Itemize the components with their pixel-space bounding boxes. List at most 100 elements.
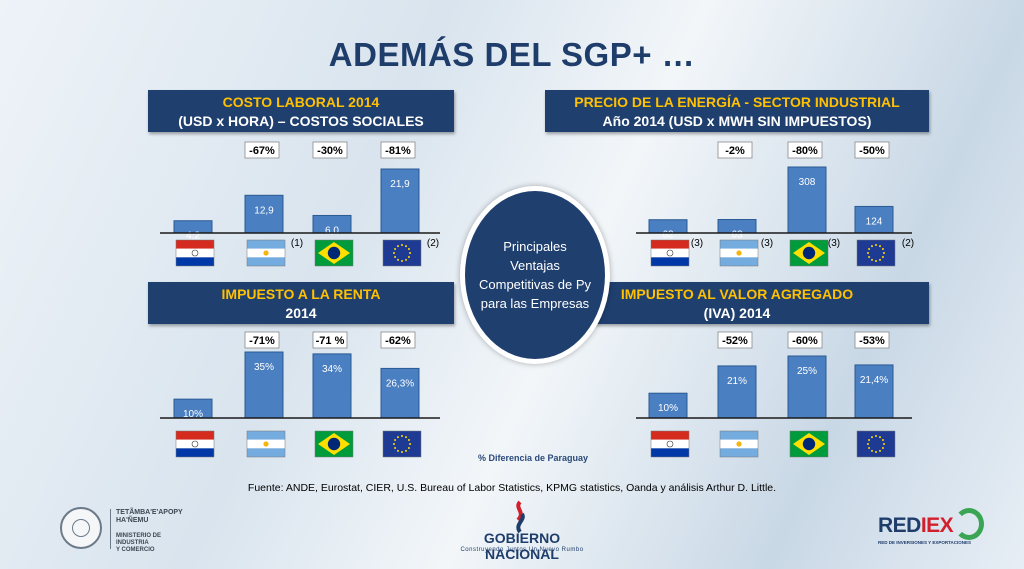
labor-cost-note-eu: (2) [427, 238, 439, 249]
energy-price-value-label-paraguay: 62 [662, 230, 674, 241]
vat-value-label-brazil: 25% [797, 366, 817, 377]
income-tax-brazil-flag-icon [314, 430, 354, 458]
rediex-swirl-icon [954, 508, 984, 540]
energy-price-paraguay-flag-icon [650, 239, 690, 267]
income-tax-paraguay-flag-icon [175, 430, 215, 458]
energy-price-diff-label-argentina: -2% [725, 145, 745, 157]
vat-bar-eu [854, 364, 894, 419]
ministry-logo-text-top: TETÃMBA'E'APOPY HA'ÑEMU [116, 509, 183, 525]
rediex-name-b: IEX [920, 514, 954, 537]
vat-eu-flag-icon [856, 430, 896, 458]
vat-bar-argentina [717, 365, 757, 419]
energy-price-title: PRECIO DE LA ENERGÍA - SECTOR INDUSTRIAL [574, 94, 900, 110]
energy-price-value-label-eu: 124 [866, 216, 883, 227]
energy-price-note-argentina: (3) [761, 238, 773, 249]
energy-price-argentina-flag-icon [719, 239, 759, 267]
competitive-advantages-circle: Principales Ventajas Competitivas de Py … [460, 186, 610, 364]
income-tax-bar-brazil [312, 353, 352, 419]
labor-cost-title: COSTO LABORAL 2014 [222, 94, 380, 110]
vat-diff-box-eu [854, 331, 890, 349]
energy-price-note-eu: (2) [902, 238, 914, 249]
vat-header: IMPUESTO AL VALOR AGREGADO (IVA) 2014 [545, 282, 929, 324]
rediex-name: REDIEX [878, 514, 954, 538]
national-seal-icon [60, 507, 102, 549]
vat-bar-brazil [787, 355, 827, 419]
rediex-tagline: RED DE INVERSIONES Y EXPORTACIONES [878, 540, 972, 545]
income-tax-value-label-paraguay: 10% [183, 409, 203, 420]
energy-price-brazil-flag-icon [789, 239, 829, 267]
vat-diff-box-brazil [787, 331, 823, 349]
energy-price-diff-box-argentina [717, 141, 753, 159]
labor-cost-note-brazil: (1) [291, 238, 303, 249]
vat-title: IMPUESTO AL VALOR AGREGADO [620, 286, 854, 302]
labor-cost-value-label-brazil: 6,0 [325, 225, 339, 236]
labor-cost-subtitle: (USD x HORA) – COSTOS SOCIALES [178, 113, 424, 129]
income-tax-bar-argentina [244, 351, 284, 419]
vat-diff-box-argentina [717, 331, 753, 349]
ministry-logo-line-1: TETÃMBA'E'APOPY [116, 509, 183, 516]
income-tax-diff-box-brazil [312, 331, 348, 349]
ministry-logo: TETÃMBA'E'APOPY HA'ÑEMU MINISTERIO DE IN… [60, 507, 200, 554]
income-tax-subtitle: 2014 [285, 305, 317, 321]
income-tax-header: IMPUESTO A LA RENTA 2014 [148, 282, 454, 324]
energy-price-note-paraguay: (3) [691, 238, 703, 249]
energy-price-value-label-argentina: 63 [731, 230, 743, 241]
energy-price-diff-label-eu: -50% [859, 145, 885, 157]
energy-price-eu-flag-icon [856, 239, 896, 267]
income-tax-diff-label-brazil: -71 % [316, 335, 345, 347]
labor-cost-eu-flag-icon [382, 239, 422, 267]
ministry-logo-line-5: Y COMERCIO [116, 547, 155, 553]
gobierno-nacional-name: GOBIERNO NACIONAL [483, 530, 561, 562]
labor-cost-diff-label-argentina: -67% [249, 145, 275, 157]
slide-title: ADEMÁS DEL SGP+ … [328, 36, 696, 73]
income-tax-diff-box-eu [380, 331, 416, 349]
energy-price-diff-box-eu [854, 141, 890, 159]
labor-cost-diff-label-eu: -81% [385, 145, 411, 157]
vat-diff-label-argentina: -52% [722, 335, 748, 347]
income-tax-eu-flag-icon [382, 430, 422, 458]
vat-value-label-eu: 21,4% [860, 375, 888, 386]
energy-price-header: PRECIO DE LA ENERGÍA - SECTOR INDUSTRIAL… [545, 90, 929, 132]
labor-cost-value-label-eu: 21,9 [390, 179, 410, 190]
energy-price-diff-box-brazil [787, 141, 823, 159]
vat-value-label-paraguay: 10% [658, 403, 678, 414]
vat-brazil-flag-icon [789, 430, 829, 458]
labor-cost-paraguay-flag-icon [175, 239, 215, 267]
labor-cost-diff-box-argentina [244, 141, 280, 159]
source-note: Fuente: ANDE, Eurostat, CIER, U.S. Burea… [247, 482, 777, 494]
income-tax-value-label-eu: 26,3% [386, 378, 414, 389]
labor-cost-header: COSTO LABORAL 2014 (USD x HORA) – COSTOS… [148, 90, 454, 132]
gobierno-nacional-tagline: Construyendo Juntos Un Nuevo Rumbo [460, 547, 584, 553]
vat-paraguay-flag-icon [650, 430, 690, 458]
vat-argentina-flag-icon [719, 430, 759, 458]
ministry-logo-line-3: MINISTERIO DE [116, 533, 162, 539]
labor-cost-value-label-paraguay: 4,2 [186, 231, 200, 242]
labor-cost-diff-box-eu [380, 141, 416, 159]
vat-diff-label-eu: -53% [859, 335, 885, 347]
ministry-logo-text-bottom: MINISTERIO DE INDUSTRIA Y COMERCIO [116, 533, 161, 554]
rediex-logo: REDIEX RED DE INVERSIONES Y EXPORTACIONE… [878, 508, 988, 553]
income-tax-title: IMPUESTO A LA RENTA [221, 286, 381, 302]
income-tax-argentina-flag-icon [246, 430, 286, 458]
income-tax-value-label-argentina: 35% [254, 362, 274, 373]
vat-diff-label-brazil: -60% [792, 335, 818, 347]
gobierno-nacional-logo: GOBIERNO NACIONAL Construyendo Juntos Un… [452, 500, 592, 562]
ministry-logo-line-4: INDUSTRIA [116, 540, 149, 546]
labor-cost-brazil-flag-icon [314, 239, 354, 267]
labor-cost-bar-argentina [244, 194, 284, 234]
income-tax-value-label-brazil: 34% [322, 364, 342, 375]
gobierno-emblem-icon [516, 500, 525, 534]
vat-subtitle: (IVA) 2014 [703, 305, 771, 321]
ministry-logo-line-2: HA'ÑEMU [116, 517, 149, 524]
difference-legend-note: % Diferencia de Paraguay [478, 453, 589, 463]
labor-cost-diff-box-brazil [312, 141, 348, 159]
energy-price-subtitle: Año 2014 (USD x MWH SIN IMPUESTOS) [602, 113, 872, 129]
income-tax-diff-label-argentina: -71% [249, 335, 275, 347]
rediex-name-a: RED [878, 514, 921, 537]
income-tax-diff-box-argentina [244, 331, 280, 349]
income-tax-diff-label-eu: -62% [385, 335, 411, 347]
